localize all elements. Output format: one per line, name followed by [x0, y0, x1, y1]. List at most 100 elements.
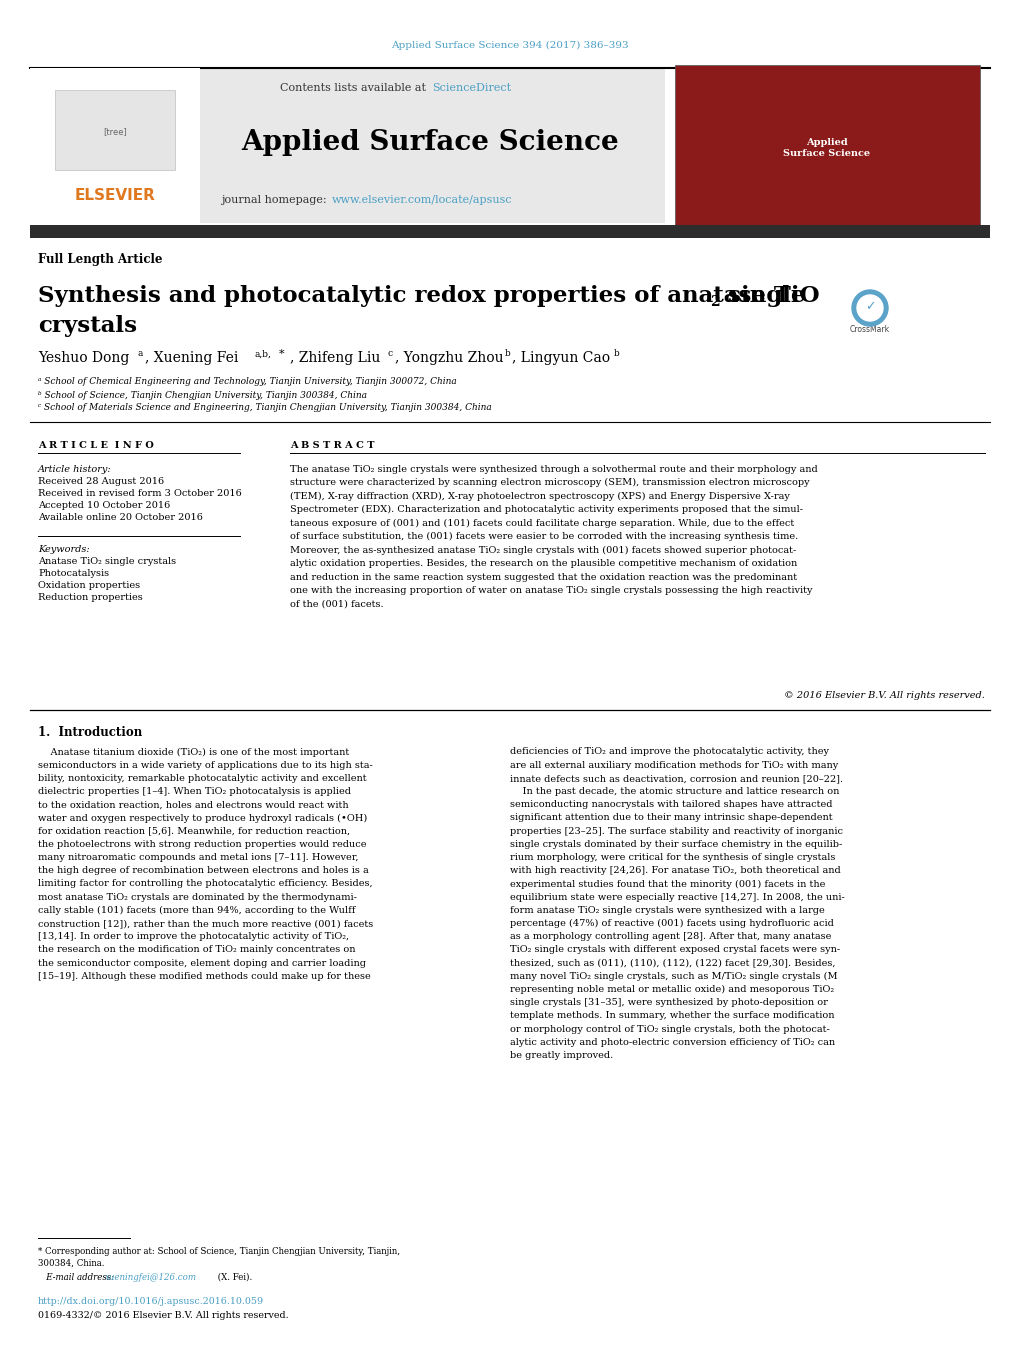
Text: the semiconductor composite, element doping and carrier loading: the semiconductor composite, element dop…	[38, 959, 366, 967]
Text: one with the increasing proportion of water on anatase TiO₂ single crystals poss: one with the increasing proportion of wa…	[289, 586, 812, 594]
Text: water and oxygen respectively to produce hydroxyl radicals (•OH): water and oxygen respectively to produce…	[38, 813, 367, 823]
Text: In the past decade, the atomic structure and lattice research on: In the past decade, the atomic structure…	[510, 788, 839, 796]
Text: *: *	[279, 349, 284, 359]
Text: [13,14]. In order to improve the photocatalytic activity of TiO₂,: [13,14]. In order to improve the photoca…	[38, 932, 348, 942]
Text: b: b	[504, 350, 511, 358]
Text: 0169-4332/© 2016 Elsevier B.V. All rights reserved.: 0169-4332/© 2016 Elsevier B.V. All right…	[38, 1312, 288, 1320]
Text: ᵃ School of Chemical Engineering and Technology, Tianjin University, Tianjin 300: ᵃ School of Chemical Engineering and Tec…	[38, 377, 457, 386]
Bar	[675, 65, 979, 226]
Text: alytic activity and photo-electric conversion efficiency of TiO₂ can: alytic activity and photo-electric conve…	[510, 1038, 835, 1047]
Text: (X. Fei).: (X. Fei).	[215, 1273, 252, 1282]
Text: construction [12]), rather than the much more reactive (001) facets: construction [12]), rather than the much…	[38, 919, 373, 928]
Bar	[30, 68, 200, 223]
Text: semiconducting nanocrystals with tailored shapes have attracted: semiconducting nanocrystals with tailore…	[510, 800, 832, 809]
Text: thesized, such as (011), (110), (112), (122) facet [29,30]. Besides,: thesized, such as (011), (110), (112), (…	[510, 959, 835, 967]
Text: ᵇ School of Science, Tianjin Chengjian University, Tianjin 300384, China: ᵇ School of Science, Tianjin Chengjian U…	[38, 390, 367, 400]
Text: CrossMark: CrossMark	[849, 326, 890, 335]
Text: The anatase TiO₂ single crystals were synthesized through a solvothermal route a: The anatase TiO₂ single crystals were sy…	[289, 465, 817, 473]
Text: ✓: ✓	[864, 300, 874, 313]
Text: journal homepage:: journal homepage:	[221, 195, 330, 205]
Text: percentage (47%) of reactive (001) facets using hydrofluoric acid: percentage (47%) of reactive (001) facet…	[510, 919, 834, 928]
Text: significant attention due to their many intrinsic shape-dependent: significant attention due to their many …	[510, 813, 832, 823]
Text: and reduction in the same reaction system suggested that the oxidation reaction : and reduction in the same reaction syste…	[289, 573, 796, 581]
Text: single crystals [31–35], were synthesized by photo-deposition or: single crystals [31–35], were synthesize…	[510, 998, 827, 1008]
Text: * Corresponding author at: School of Science, Tianjin Chengjian University, Tian: * Corresponding author at: School of Sci…	[38, 1247, 399, 1255]
Text: semiconductors in a wide variety of applications due to its high sta-: semiconductors in a wide variety of appl…	[38, 761, 372, 770]
Text: the high degree of recombination between electrons and holes is a: the high degree of recombination between…	[38, 866, 369, 875]
Text: xueningfei@126.com: xueningfei@126.com	[105, 1273, 197, 1282]
Text: Oxidation properties: Oxidation properties	[38, 581, 140, 589]
Text: , Yongzhu Zhou: , Yongzhu Zhou	[394, 351, 503, 365]
Text: limiting factor for controlling the photocatalytic efficiency. Besides,: limiting factor for controlling the phot…	[38, 880, 372, 889]
Text: deficiencies of TiO₂ and improve the photocatalytic activity, they: deficiencies of TiO₂ and improve the pho…	[510, 747, 828, 757]
Text: a: a	[138, 350, 144, 358]
Text: ᶜ School of Materials Science and Engineering, Tianjin Chengjian University, Tia: ᶜ School of Materials Science and Engine…	[38, 404, 491, 412]
Text: representing noble metal or metallic oxide) and mesoporous TiO₂: representing noble metal or metallic oxi…	[510, 985, 834, 994]
Text: equilibrium state were especially reactive [14,27]. In 2008, the uni-: equilibrium state were especially reacti…	[510, 893, 844, 901]
Text: to the oxidation reaction, holes and electrons would react with: to the oxidation reaction, holes and ele…	[38, 800, 348, 809]
Text: structure were characterized by scanning electron microscopy (SEM), transmission: structure were characterized by scanning…	[289, 478, 809, 488]
Circle shape	[851, 290, 888, 326]
Text: www.elsevier.com/locate/apsusc: www.elsevier.com/locate/apsusc	[331, 195, 513, 205]
Text: as a morphology controlling agent [28]. After that, many anatase: as a morphology controlling agent [28]. …	[510, 932, 830, 942]
Bar	[55, 91, 175, 170]
Text: 2: 2	[709, 295, 719, 309]
Text: http://dx.doi.org/10.1016/j.apsusc.2016.10.059: http://dx.doi.org/10.1016/j.apsusc.2016.…	[38, 1297, 264, 1306]
Text: of surface substitution, the (001) facets were easier to be corroded with the in: of surface substitution, the (001) facet…	[289, 532, 798, 540]
Text: Available online 20 October 2016: Available online 20 October 2016	[38, 512, 203, 521]
Text: ScienceDirect: ScienceDirect	[432, 82, 511, 93]
Bar	[30, 226, 989, 238]
Text: Full Length Article: Full Length Article	[38, 254, 162, 266]
Text: Spectrometer (EDX). Characterization and photocatalytic activity experiments pro: Spectrometer (EDX). Characterization and…	[289, 505, 802, 515]
Text: experimental studies found that the minority (001) facets in the: experimental studies found that the mino…	[510, 880, 824, 889]
Text: c: c	[387, 350, 392, 358]
Text: most anatase TiO₂ crystals are dominated by the thermodynami-: most anatase TiO₂ crystals are dominated…	[38, 893, 357, 901]
Text: Contents lists available at: Contents lists available at	[280, 82, 430, 93]
Text: template methods. In summary, whether the surface modification: template methods. In summary, whether th…	[510, 1012, 834, 1020]
Text: ELSEVIER: ELSEVIER	[74, 188, 155, 203]
Text: Anatase titanium dioxide (TiO₂) is one of the most important: Anatase titanium dioxide (TiO₂) is one o…	[38, 747, 348, 757]
Text: dielectric properties [1–4]. When TiO₂ photocatalysis is applied: dielectric properties [1–4]. When TiO₂ p…	[38, 788, 351, 796]
Text: Applied Surface Science 394 (2017) 386–393: Applied Surface Science 394 (2017) 386–3…	[391, 41, 628, 50]
Text: 1.  Introduction: 1. Introduction	[38, 727, 142, 739]
Text: © 2016 Elsevier B.V. All rights reserved.: © 2016 Elsevier B.V. All rights reserved…	[784, 690, 984, 700]
Text: 300384, China.: 300384, China.	[38, 1259, 104, 1267]
Text: a,b,: a,b,	[255, 350, 272, 358]
Text: Yeshuo Dong: Yeshuo Dong	[38, 351, 129, 365]
Text: , Xuening Fei: , Xuening Fei	[145, 351, 238, 365]
Text: single crystals dominated by their surface chemistry in the equilib-: single crystals dominated by their surfa…	[510, 840, 842, 848]
Text: innate defects such as deactivation, corrosion and reunion [20–22].: innate defects such as deactivation, cor…	[510, 774, 843, 782]
Text: Applied Surface Science: Applied Surface Science	[240, 130, 619, 157]
Text: E-mail address:: E-mail address:	[38, 1273, 116, 1282]
Text: Accepted 10 October 2016: Accepted 10 October 2016	[38, 500, 170, 509]
Text: rium morphology, were critical for the synthesis of single crystals: rium morphology, were critical for the s…	[510, 852, 835, 862]
Text: crystals: crystals	[38, 315, 137, 336]
Text: Applied
Surface Science: Applied Surface Science	[783, 138, 869, 158]
Text: Anatase TiO₂ single crystals: Anatase TiO₂ single crystals	[38, 557, 176, 566]
Text: Reduction properties: Reduction properties	[38, 593, 143, 601]
Text: b: b	[613, 350, 620, 358]
Text: A B S T R A C T: A B S T R A C T	[289, 442, 374, 450]
Text: Moreover, the as-synthesized anatase TiO₂ single crystals with (001) facets show: Moreover, the as-synthesized anatase TiO…	[289, 546, 796, 554]
Text: [tree]: [tree]	[103, 127, 126, 136]
Text: single: single	[719, 285, 805, 307]
Text: Received 28 August 2016: Received 28 August 2016	[38, 477, 164, 485]
Text: Article history:: Article history:	[38, 465, 111, 473]
Circle shape	[856, 295, 882, 322]
Text: taneous exposure of (001) and (101) facets could facilitate charge separation. W: taneous exposure of (001) and (101) face…	[289, 519, 794, 527]
Text: properties [23–25]. The surface stability and reactivity of inorganic: properties [23–25]. The surface stabilit…	[510, 827, 842, 836]
Text: are all external auxiliary modification methods for TiO₂ with many: are all external auxiliary modification …	[510, 761, 838, 770]
Text: Photocatalysis: Photocatalysis	[38, 569, 109, 577]
Text: [15–19]. Although these modified methods could make up for these: [15–19]. Although these modified methods…	[38, 971, 370, 981]
Text: of the (001) facets.: of the (001) facets.	[289, 600, 383, 608]
Text: , Lingyun Cao: , Lingyun Cao	[512, 351, 609, 365]
Bar	[200, 68, 664, 223]
Text: Keywords:: Keywords:	[38, 544, 90, 554]
Text: Synthesis and photocatalytic redox properties of anatase TiO: Synthesis and photocatalytic redox prope…	[38, 285, 819, 307]
Text: , Zhifeng Liu: , Zhifeng Liu	[289, 351, 380, 365]
Text: the research on the modification of TiO₂ mainly concentrates on: the research on the modification of TiO₂…	[38, 946, 356, 955]
Text: (TEM), X-ray diffraction (XRD), X-ray photoelectron spectroscopy (XPS) and Energ: (TEM), X-ray diffraction (XRD), X-ray ph…	[289, 492, 789, 501]
Text: for oxidation reaction [5,6]. Meanwhile, for reduction reaction,: for oxidation reaction [5,6]. Meanwhile,…	[38, 827, 350, 836]
Text: many nitroaromatic compounds and metal ions [7–11]. However,: many nitroaromatic compounds and metal i…	[38, 852, 358, 862]
Text: A R T I C L E  I N F O: A R T I C L E I N F O	[38, 442, 154, 450]
